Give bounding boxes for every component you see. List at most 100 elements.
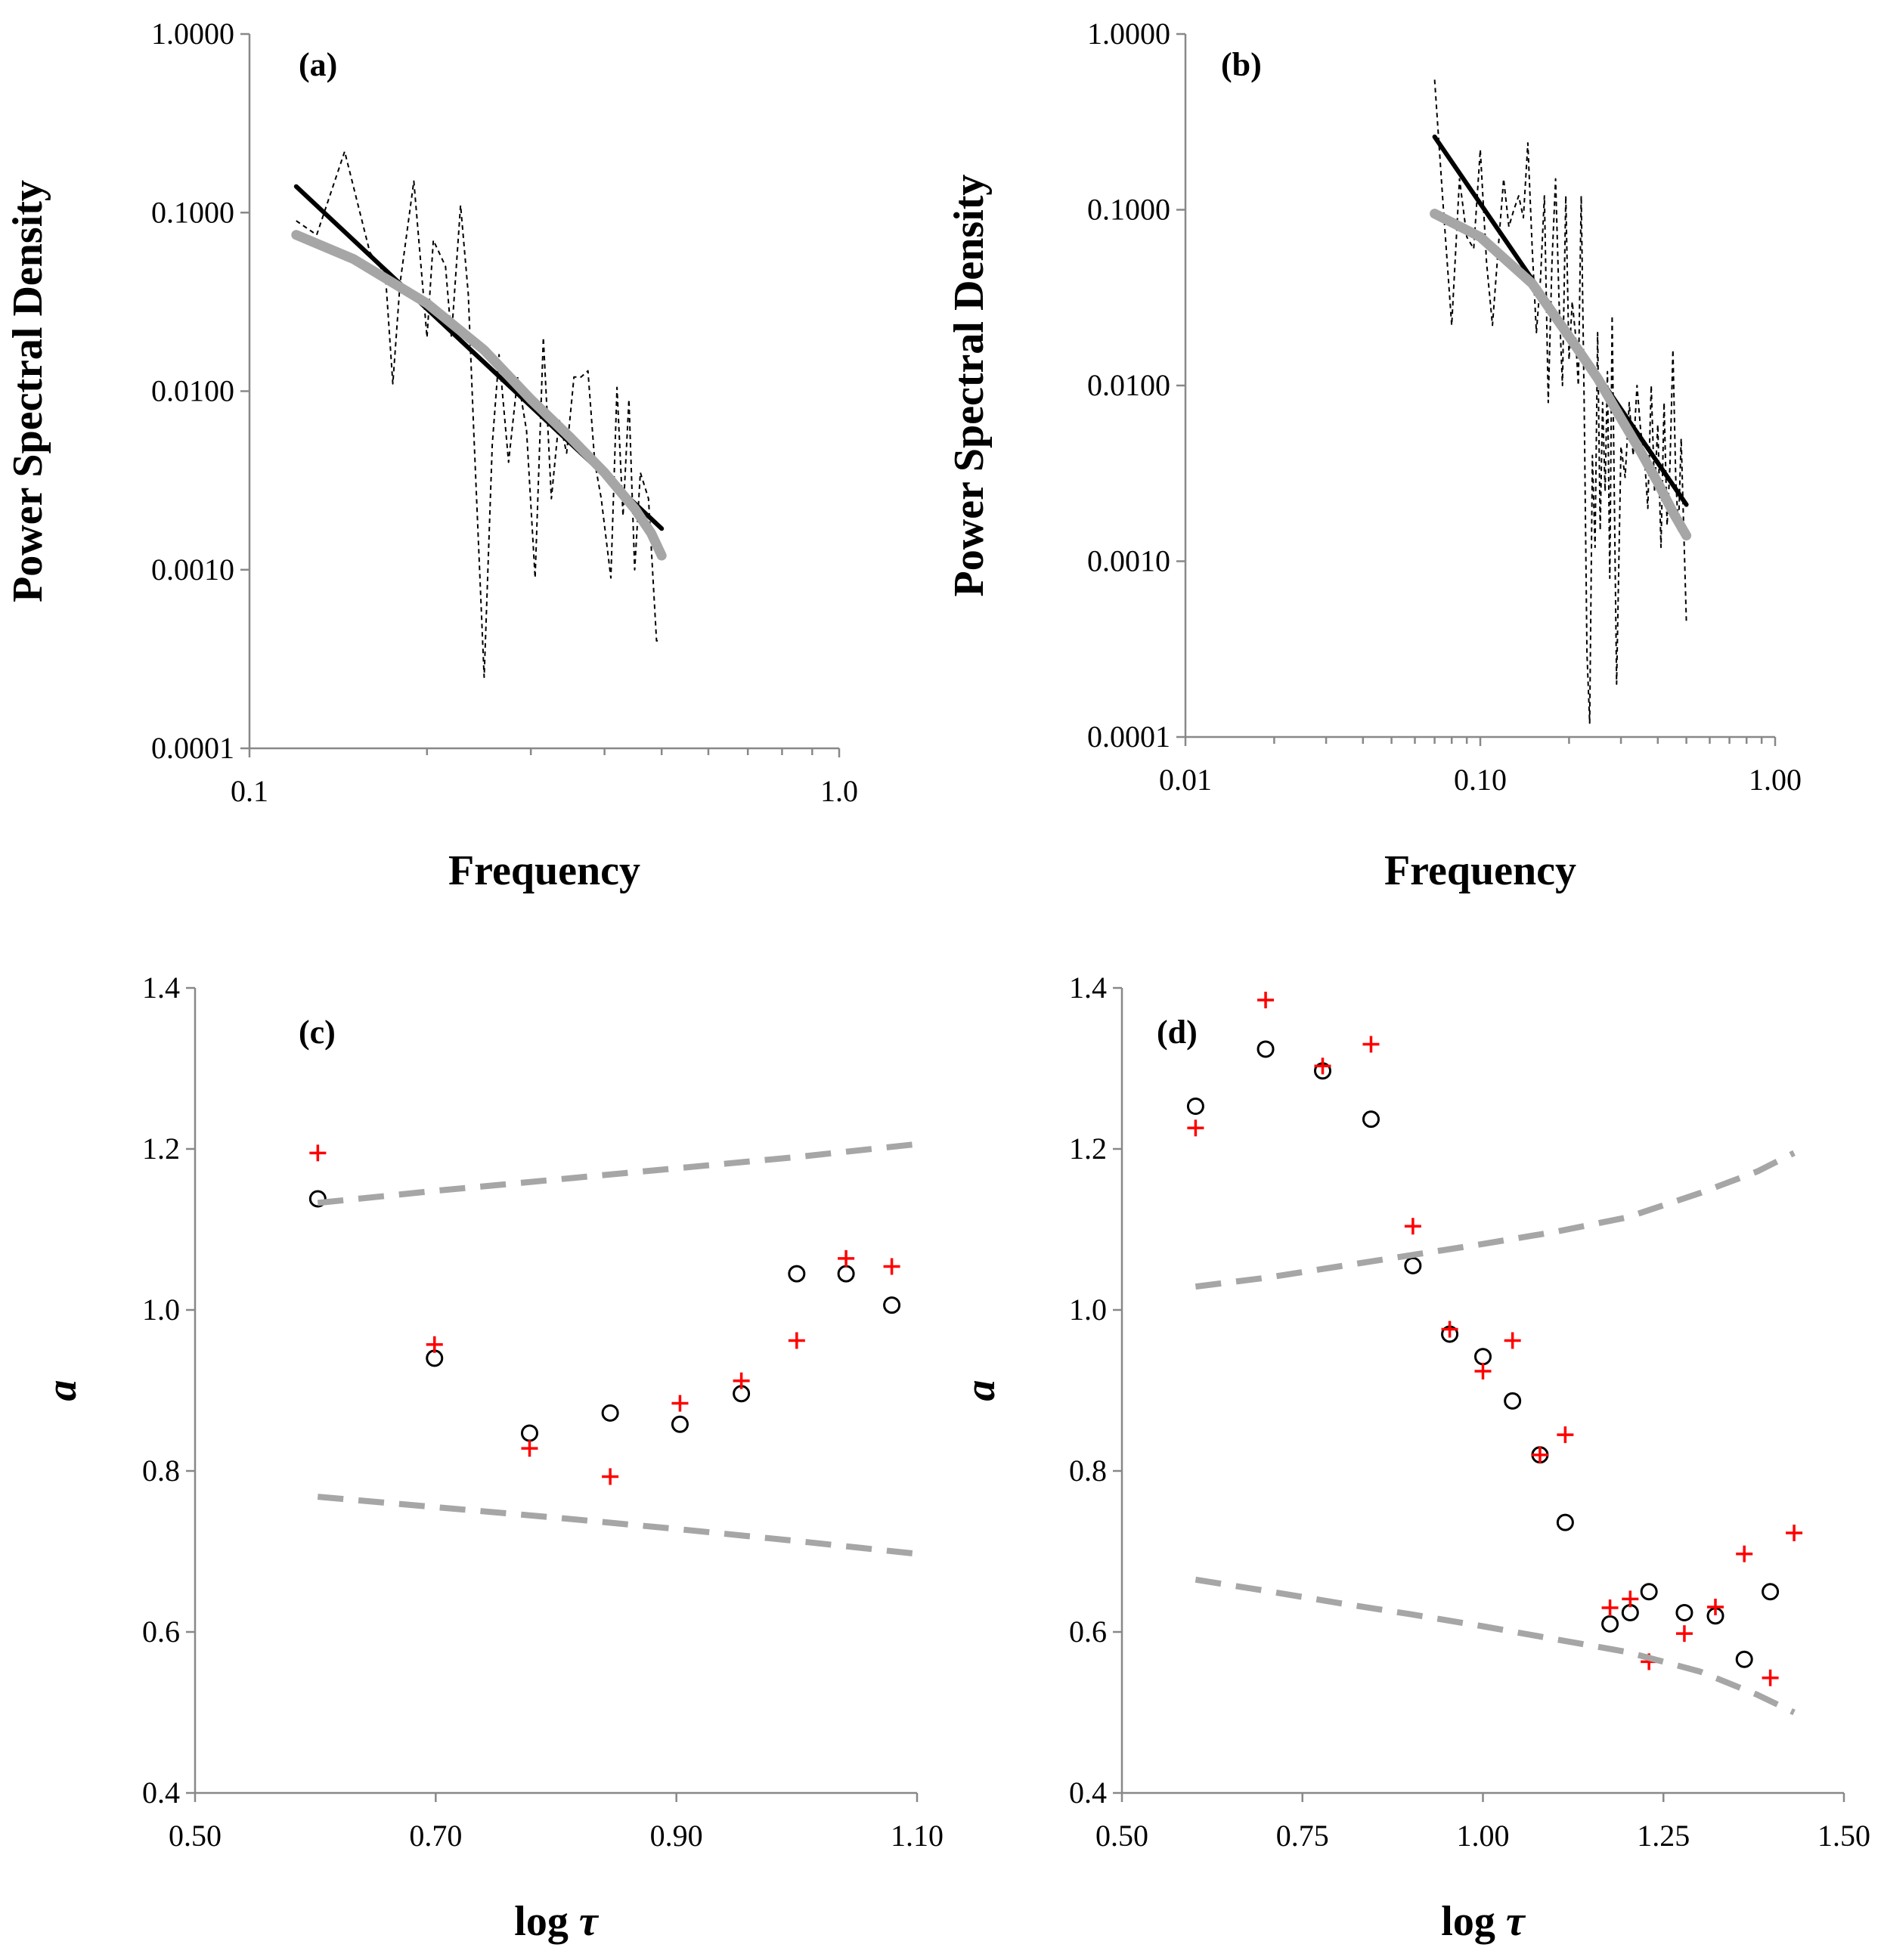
x-tick-label: 0.50 [1095, 1819, 1148, 1853]
panel-label: (c) [299, 1014, 336, 1051]
panel-label: (b) [1221, 46, 1262, 83]
y-tick-label: 1.4 [1069, 971, 1107, 1005]
y-tick-label: 0.1000 [151, 195, 234, 229]
x-tick-label: 1.50 [1817, 1819, 1870, 1853]
data-point-cross [1362, 1036, 1380, 1053]
x-tick-label: 0.01 [1159, 763, 1212, 797]
data-point-cross [1707, 1598, 1724, 1615]
x-tick-label: 1.00 [1749, 763, 1802, 797]
y-tick-label: 0.0001 [1087, 720, 1170, 754]
series-line-periodogram [1433, 79, 1687, 724]
y-axis-label: Power Spectral Density [5, 180, 51, 602]
data-point-cross [1531, 1446, 1548, 1463]
data-point-cross [1257, 991, 1275, 1008]
y-axis-label: Power Spectral Density [946, 175, 993, 597]
data-point-circle [1186, 1098, 1204, 1116]
y-tick-label: 1.0 [1069, 1293, 1107, 1327]
series-line-lower-bound [1195, 1576, 1796, 1716]
x-axis-label: Frequency [1384, 847, 1576, 894]
y-tick-label: 0.0100 [1087, 368, 1170, 402]
data-point-cross [1622, 1590, 1639, 1608]
data-point-cross [1557, 1426, 1574, 1444]
x-tick-label: 0.90 [650, 1819, 703, 1853]
data-point-circle [1556, 1513, 1574, 1531]
data-point-cross [883, 1258, 900, 1275]
data-point-circle [671, 1415, 689, 1433]
y-tick-label: 0.6 [1069, 1615, 1107, 1649]
y-tick-label: 0.8 [1069, 1454, 1107, 1488]
panel-d-chart: 0.4 0.6 0.8 1.0 1.2 1.4 0.50 0.75 1.00 1.25 1.50 (d… [957, 971, 1870, 1945]
y-axis-label: a [957, 1380, 1004, 1401]
y-tick-label: 0.8 [142, 1454, 180, 1488]
data-point-cross [788, 1332, 805, 1349]
data-point-cross [1736, 1545, 1753, 1562]
data-point-circle [788, 1265, 806, 1283]
series-line-curved-fit [291, 230, 667, 561]
y-tick-label: 1.2 [1069, 1132, 1107, 1166]
data-point-circle [308, 1190, 327, 1208]
y-tick-label: 0.6 [142, 1615, 180, 1649]
panel-c-chart: 0.4 0.6 0.8 1.0 1.2 1.4 0.50 0.70 0.90 1.10 (c) a lo… [39, 971, 944, 1945]
x-tick-label: 1.0 [820, 774, 858, 808]
x-axis-label-symbol: τ [579, 1898, 600, 1945]
panel-a-chart: 0.0001 0.0010 0.0100 0.1000 1.0000 0.1 1.0 (a) P… [5, 17, 858, 894]
data-point-cross [1601, 1599, 1619, 1617]
x-axis-label: log τ [514, 1898, 600, 1945]
data-point-cross [309, 1144, 327, 1162]
x-tick-label: 0.50 [169, 1819, 222, 1853]
data-point-cross [521, 1440, 538, 1457]
series-line-upper-bound [1195, 1150, 1796, 1290]
panel-label: (a) [299, 46, 337, 83]
y-tick-label: 0.1000 [1087, 193, 1170, 227]
panel-b-chart: 0.0001 0.0010 0.0100 0.1000 1.0000 0.01 0.10 1.… [946, 17, 1802, 894]
x-tick-label: 0.10 [1454, 763, 1507, 797]
y-tick-label: 1.4 [142, 971, 180, 1005]
x-axis-label-space [569, 1898, 579, 1945]
data-point-cross [1762, 1669, 1779, 1686]
data-point-cross [733, 1372, 750, 1389]
data-point-cross [1504, 1332, 1521, 1349]
series-line-upper-bound [317, 1141, 918, 1206]
data-point-cross [1404, 1218, 1421, 1235]
y-tick-label: 0.0010 [1087, 544, 1170, 578]
x-tick-label: 1.25 [1637, 1819, 1690, 1853]
data-point-circle [1640, 1583, 1658, 1601]
y-tick-label: 1.0 [142, 1293, 180, 1327]
data-point-circle [883, 1296, 901, 1314]
data-point-circle [1362, 1110, 1380, 1129]
data-point-cross [426, 1336, 443, 1353]
series-line-lower-bound [317, 1494, 918, 1557]
panel-label: (d) [1157, 1014, 1198, 1051]
y-tick-label: 0.4 [1069, 1776, 1107, 1810]
x-axis-label: log τ [1441, 1898, 1526, 1945]
y-tick-label: 0.0100 [151, 374, 234, 408]
data-point-circle [1404, 1256, 1422, 1274]
data-point-cross [1474, 1362, 1492, 1379]
data-point-cross [1675, 1625, 1693, 1643]
x-tick-label: 0.70 [409, 1819, 462, 1853]
x-axis-label-main: log [1441, 1898, 1495, 1945]
y-tick-label: 0.0001 [151, 731, 234, 765]
data-point-cross [602, 1468, 619, 1485]
x-tick-label: 1.10 [891, 1819, 944, 1853]
data-point-circle [1675, 1603, 1693, 1621]
y-tick-label: 1.0000 [151, 17, 234, 51]
data-point-circle [1257, 1040, 1275, 1058]
y-tick-label: 1.0000 [1087, 17, 1170, 51]
data-point-circle [1504, 1392, 1522, 1410]
x-tick-label: 0.1 [231, 774, 268, 808]
y-tick-label: 0.4 [142, 1776, 180, 1810]
y-axis-label: a [39, 1380, 85, 1401]
x-axis-label-main: log [514, 1898, 569, 1945]
data-point-circle [1601, 1615, 1619, 1633]
data-point-circle [601, 1404, 619, 1422]
data-point-circle [1762, 1583, 1780, 1601]
data-point-cross [1314, 1057, 1331, 1075]
series-line-curved-fit [1430, 209, 1692, 540]
data-point-cross [838, 1249, 855, 1267]
data-point-circle [1735, 1650, 1753, 1668]
y-tick-label: 0.0010 [151, 553, 234, 587]
data-point-cross [1441, 1321, 1458, 1338]
